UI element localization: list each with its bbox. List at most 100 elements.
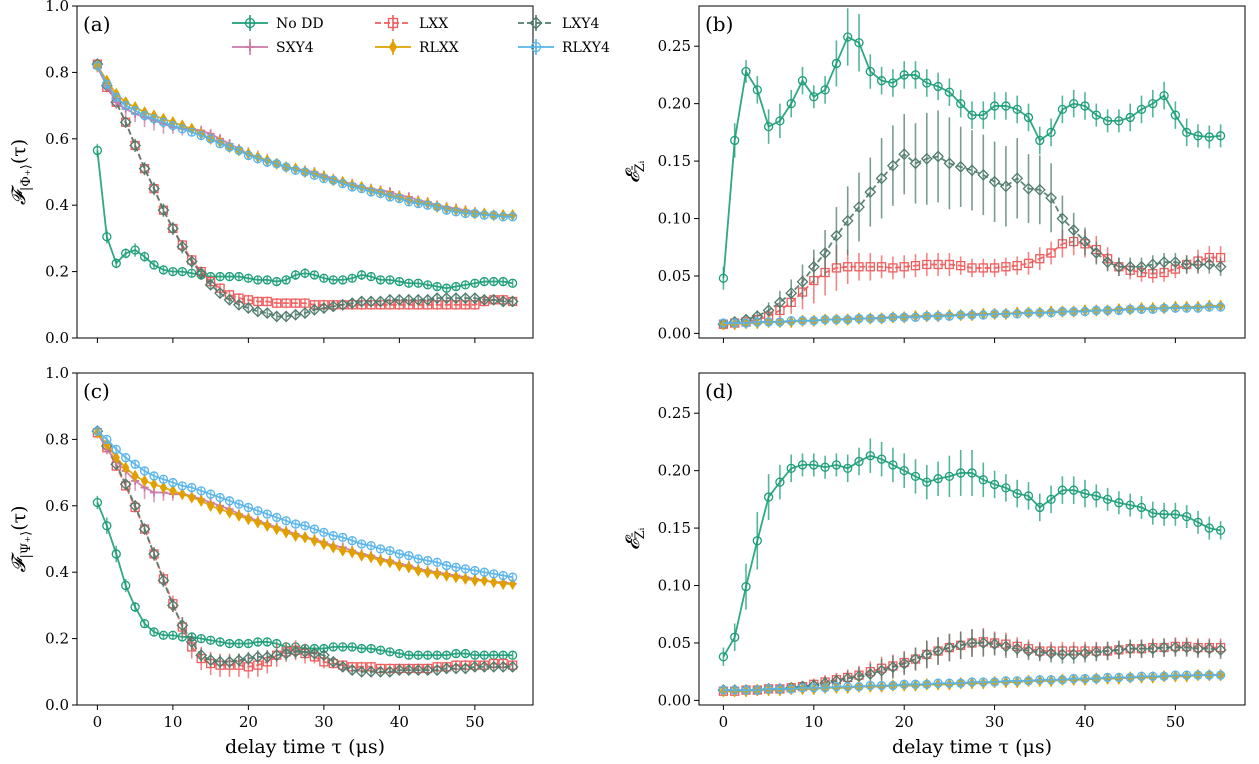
- data-point-rlxy4: [121, 453, 131, 463]
- data-point-lxy4: [1169, 256, 1182, 269]
- data-point-nodd: [1159, 509, 1169, 519]
- data-point-rlxy4: [423, 200, 433, 210]
- data-point-rlxy4: [328, 531, 338, 541]
- data-point-rlxy4: [854, 681, 864, 692]
- data-point-nodd: [876, 454, 887, 464]
- data-point-rlxy4: [338, 178, 348, 189]
- data-point-lxy4: [431, 664, 444, 677]
- data-point-lxy4: [450, 662, 462, 675]
- data-point-nodd: [205, 635, 216, 645]
- x-tick-label: 0: [719, 713, 729, 731]
- data-point-nodd: [1193, 517, 1203, 527]
- y-tick-label: 0.4: [45, 196, 69, 214]
- data-point-nodd: [168, 630, 178, 640]
- data-point-nodd: [432, 281, 442, 292]
- series-line-lxy4: [96, 63, 513, 318]
- data-point-rlxy4: [413, 198, 423, 209]
- data-point-lxx: [989, 263, 1000, 273]
- data-point-nodd: [290, 270, 301, 280]
- data-point-nodd: [967, 468, 977, 478]
- data-point-nodd: [922, 78, 932, 88]
- data-point-rlxy4: [1182, 303, 1192, 313]
- data-point-rlxy4: [243, 502, 254, 513]
- data-point-lxy4: [176, 240, 189, 253]
- data-point-lxy4: [909, 157, 922, 170]
- data-point-nodd: [347, 273, 357, 283]
- data-point-nodd: [989, 101, 1000, 111]
- data-point-nodd: [820, 85, 830, 95]
- data-point-rlxy4: [385, 545, 395, 556]
- data-point-nodd: [470, 278, 480, 288]
- series-rlxy4: [92, 61, 518, 222]
- data-point-nodd: [730, 135, 740, 146]
- data-point-nodd: [394, 276, 405, 287]
- data-point-nodd: [1182, 127, 1192, 138]
- data-point-rlxy4: [1136, 304, 1147, 314]
- data-point-lxy4: [402, 664, 415, 677]
- data-point-lxx: [1012, 260, 1022, 271]
- x-tick-label: 10: [163, 713, 182, 731]
- data-point-lxy4: [807, 260, 820, 273]
- data-point-lxy4: [280, 310, 293, 323]
- data-point-rlxy4: [831, 681, 842, 692]
- data-point-rlxy4: [224, 496, 235, 506]
- series-lxx: [92, 427, 518, 679]
- data-point-nodd: [1102, 116, 1113, 126]
- data-point-rlxy4: [423, 555, 433, 566]
- data-point-nodd: [1148, 508, 1158, 518]
- data-point-lxy4: [977, 168, 990, 181]
- data-point-rlxy4: [205, 134, 216, 144]
- data-point-nodd: [1057, 485, 1068, 495]
- data-point-rlxy4: [944, 678, 955, 688]
- data-point-nodd: [1046, 494, 1056, 505]
- data-point-rlxy4: [1215, 670, 1226, 680]
- data-point-nodd: [319, 273, 329, 283]
- data-point-nodd: [470, 650, 480, 660]
- data-point-nodd: [121, 248, 131, 258]
- series-line-lxy4: [723, 152, 1221, 326]
- data-point-rlxy4: [1193, 670, 1203, 680]
- data-point-lxy4: [1180, 258, 1193, 271]
- data-point-rlxy4: [253, 506, 263, 516]
- data-point-rlxx: [235, 509, 243, 522]
- data-point-lxy4: [176, 619, 189, 632]
- data-point-nodd: [933, 474, 943, 484]
- data-point-lxy4: [932, 645, 945, 657]
- data-point-nodd: [1035, 502, 1045, 513]
- data-point-nodd: [507, 650, 518, 660]
- series-line-sxy4: [96, 432, 513, 585]
- data-point-nodd: [262, 275, 272, 285]
- data-point-rlxy4: [1114, 305, 1124, 316]
- data-point-nodd: [338, 642, 348, 652]
- data-point-nodd: [102, 521, 112, 531]
- data-point-lxy4: [157, 204, 170, 217]
- series-nodd: [92, 143, 518, 293]
- data-point-nodd: [413, 650, 423, 660]
- data-point-rlxy4: [752, 685, 762, 695]
- data-point-nodd: [1114, 498, 1124, 508]
- legend-item-sxy4: SXY4: [232, 39, 314, 56]
- data-point-nodd: [111, 549, 121, 559]
- data-point-lxy4: [999, 640, 1012, 653]
- data-point-nodd: [432, 650, 442, 660]
- data-point-rlxy4: [1091, 305, 1101, 316]
- data-point-nodd: [375, 645, 386, 655]
- data-point-nodd: [253, 637, 263, 647]
- data-point-lxy4: [185, 636, 198, 648]
- data-point-lxy4: [166, 222, 179, 235]
- data-point-nodd: [507, 278, 518, 288]
- y-tick-label: 0.25: [658, 37, 691, 55]
- data-point-rlxy4: [888, 312, 898, 322]
- data-point-nodd: [1125, 112, 1135, 123]
- data-point-rlxy4: [149, 471, 159, 481]
- data-point-rlxy4: [1148, 304, 1158, 314]
- data-point-nodd: [888, 460, 898, 470]
- data-point-lxy4: [374, 295, 387, 308]
- data-point-rlxy4: [741, 685, 751, 695]
- data-point-rlxy4: [797, 683, 808, 693]
- x-tick-label: 30: [985, 713, 1004, 731]
- data-point-rlxx: [339, 544, 347, 557]
- data-point-nodd: [1215, 525, 1226, 536]
- legend-marker-lxy4: [529, 16, 543, 30]
- data-point-lxy4: [1135, 260, 1148, 273]
